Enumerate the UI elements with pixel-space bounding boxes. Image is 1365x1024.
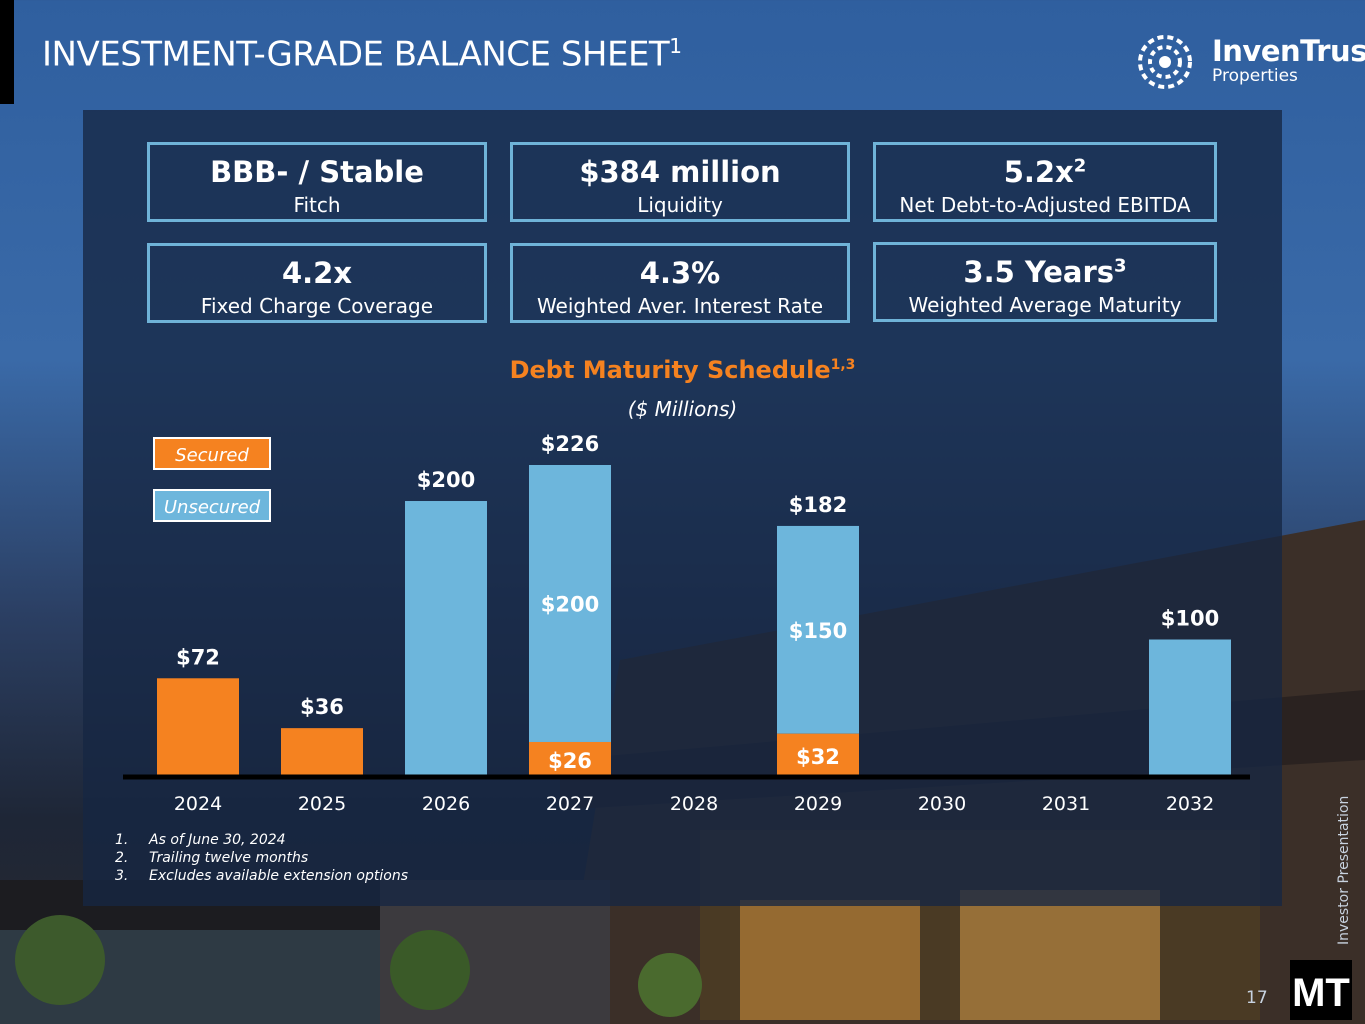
chart-title: Debt Maturity Schedule1,3: [509, 356, 856, 384]
bar-unsecured-2027: [529, 465, 611, 742]
bar-unsecured-2029: [777, 525, 859, 734]
metric-card-fixed-charge: 4.2x Fixed Charge Coverage: [147, 243, 487, 323]
metric-value: 5.2x2: [1003, 155, 1087, 189]
bar-unsecured-2026: [405, 501, 487, 778]
x-tick-label: 2031: [1042, 793, 1090, 815]
metric-value: BBB- / Stable: [210, 155, 424, 189]
x-tick-label: 2030: [918, 793, 966, 815]
bar-secured-2024: [157, 678, 239, 778]
metric-label: Weighted Aver. Interest Rate: [536, 294, 824, 318]
bar-secured-2029: [777, 733, 859, 778]
metric-card-net-debt: 5.2x2 Net Debt-to-Adjusted EBITDA: [873, 142, 1217, 222]
data-label-total: $36: [300, 695, 344, 719]
footnote-3: 3. Excludes available extension options: [115, 868, 408, 884]
mt-badge: MT: [1290, 960, 1352, 1020]
x-tick-label: 2028: [670, 793, 718, 815]
inventrust-logo: [1138, 35, 1192, 89]
x-tick-label: 2026: [422, 793, 470, 815]
x-tick-label: 2032: [1166, 793, 1214, 815]
footnote-1: 1. As of June 30, 2024: [115, 832, 286, 848]
metric-label: Weighted Average Maturity: [908, 293, 1182, 317]
legend-unsecured: Unsecured: [153, 489, 271, 522]
brand-subtitle: Properties: [1212, 66, 1298, 86]
x-tick-label: 2025: [298, 793, 346, 815]
data-label-total: $226: [541, 432, 599, 456]
side-label: Investor Presentation: [1336, 795, 1352, 945]
data-label-total: $200: [417, 468, 475, 492]
data-label-secured: $26: [548, 749, 592, 773]
data-label-secured: $32: [796, 745, 840, 769]
data-label-total: $100: [1161, 607, 1219, 631]
data-label-unsecured: $200: [541, 592, 599, 616]
left-accent-bar: [0, 0, 14, 104]
metric-card-rating: BBB- / Stable Fitch: [147, 142, 487, 222]
x-tick-label: 2027: [546, 793, 594, 815]
metric-value: 3.5 Years3: [963, 255, 1127, 289]
bar-secured-2027: [529, 741, 611, 778]
chart-subtitle: ($ Millions): [627, 397, 738, 421]
metric-value: $384 million: [579, 155, 781, 189]
page-number: 17: [1246, 988, 1268, 1008]
metric-value: 4.3%: [639, 256, 721, 290]
data-label-total: $182: [789, 493, 847, 517]
bar-unsecured-2032: [1149, 639, 1231, 778]
data-label-unsecured: $150: [789, 619, 847, 643]
brand-name: InvenTrust: [1212, 34, 1365, 68]
x-tick-label: 2029: [794, 793, 842, 815]
metric-label: Fixed Charge Coverage: [200, 294, 434, 318]
metric-card-maturity: 3.5 Years3 Weighted Average Maturity: [873, 242, 1217, 322]
metric-label: Liquidity: [637, 193, 723, 217]
mt-badge-text: MT: [1292, 971, 1350, 1015]
x-tick-label: 2024: [174, 793, 222, 815]
footnote-2: 2. Trailing twelve months: [115, 850, 309, 866]
page-title: INVESTMENT-GRADE BALANCE SHEET1: [42, 34, 682, 75]
bar-secured-2025: [281, 728, 363, 778]
metric-label: Net Debt-to-Adjusted EBITDA: [899, 193, 1191, 217]
metric-value: 4.2x: [281, 256, 353, 290]
data-label-total: $72: [176, 645, 220, 669]
metric-card-liquidity: $384 million Liquidity: [510, 142, 850, 222]
metric-card-interest-rate: 4.3% Weighted Aver. Interest Rate: [510, 243, 850, 323]
metric-label: Fitch: [293, 193, 341, 217]
legend-secured: Secured: [153, 437, 271, 470]
